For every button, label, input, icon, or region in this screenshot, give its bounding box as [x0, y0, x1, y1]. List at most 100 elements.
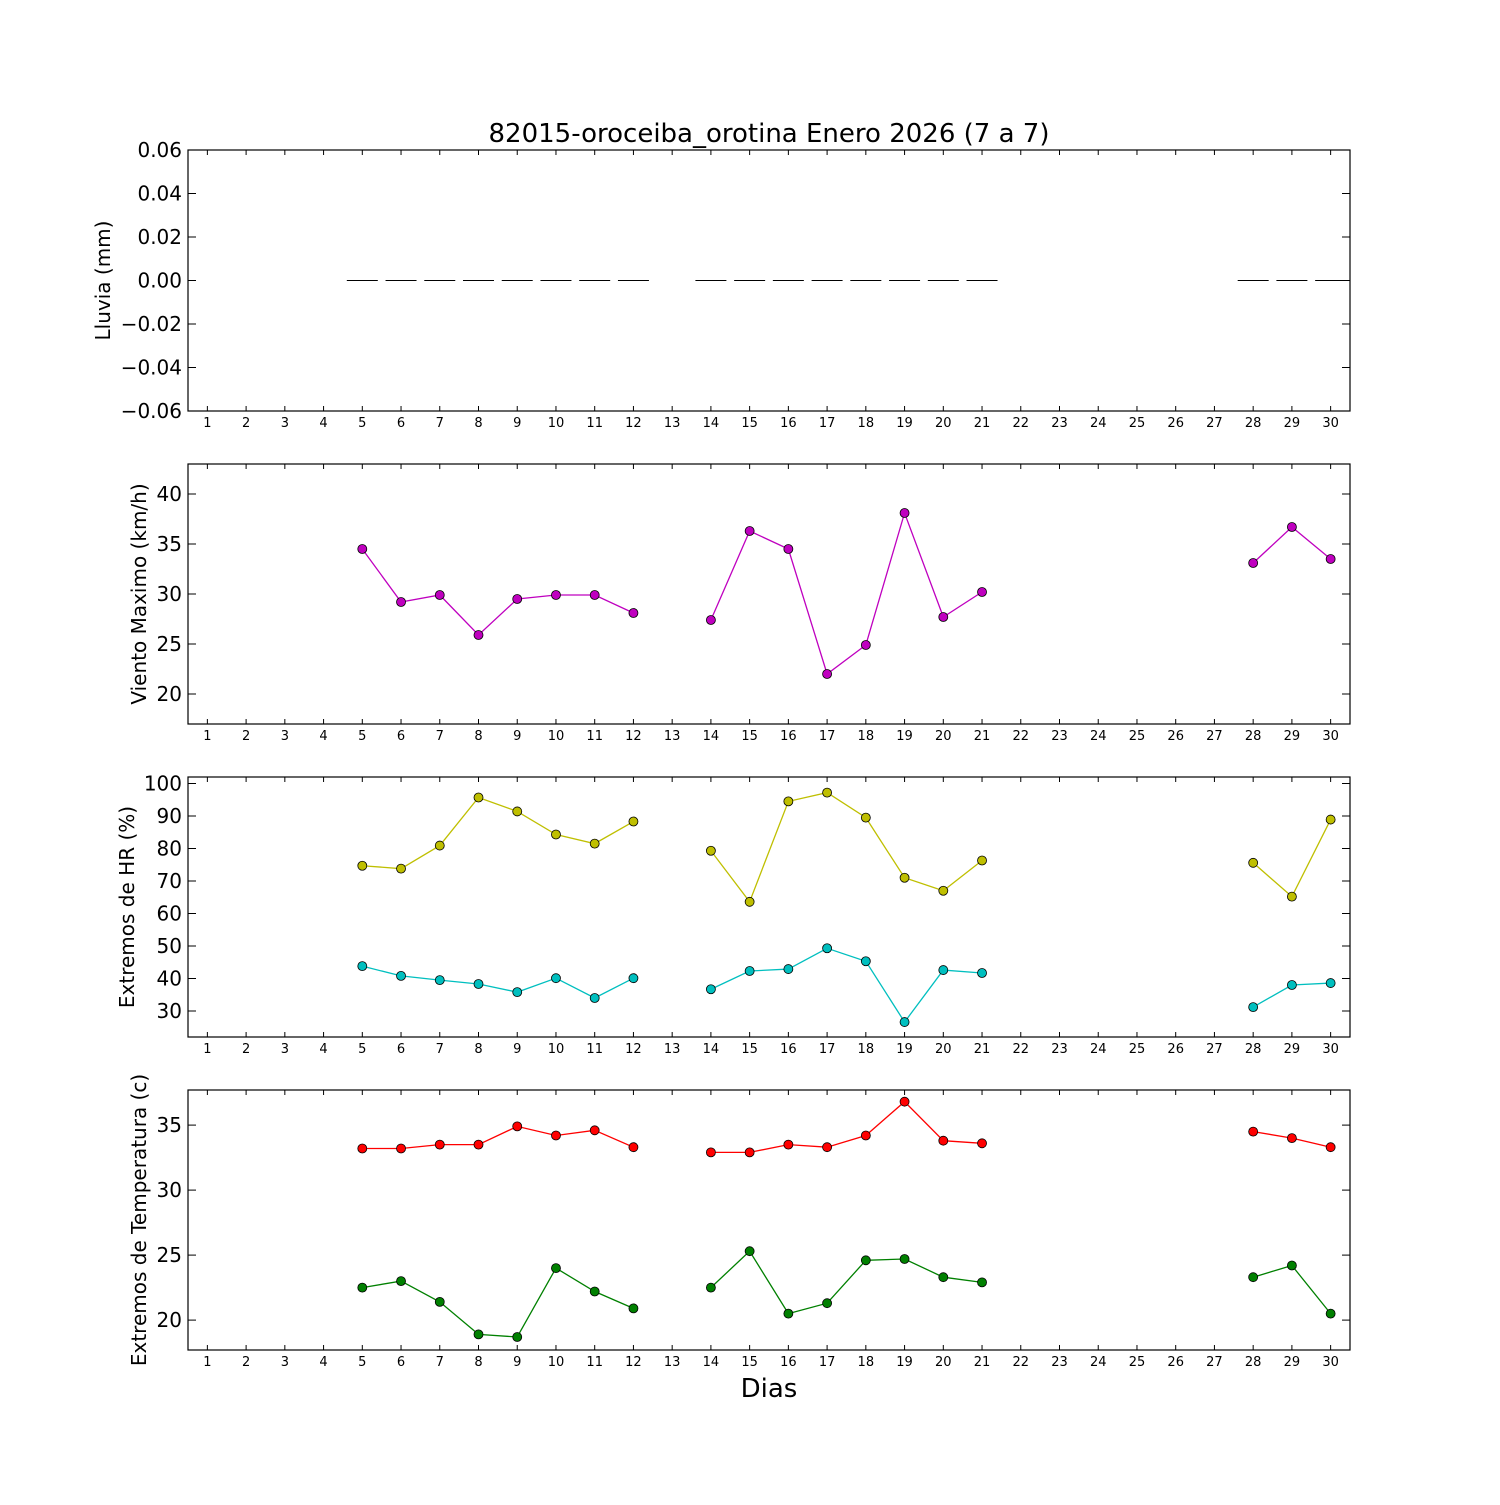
x-tick-label: 6	[397, 416, 405, 431]
x-tick-label: 27	[1206, 729, 1223, 744]
data-point-series-1-day-19	[899, 872, 910, 883]
bar-day-30	[1315, 280, 1347, 281]
y-tick-label: 0.04	[137, 182, 182, 206]
x-tick-label: 5	[358, 1355, 366, 1370]
data-point-series-1-day-17	[822, 787, 832, 798]
x-tick-label: 7	[436, 1355, 444, 1370]
x-tick-label: 1	[203, 1355, 211, 1370]
axes-frame	[187, 463, 1351, 725]
data-point-series-2-day-17	[822, 943, 832, 954]
data-point-series-1-day-16	[783, 544, 794, 554]
x-tick-label: 17	[819, 1042, 836, 1057]
series-line-2-segment-2	[710, 947, 983, 1024]
data-point-series-2-day-20	[938, 1272, 949, 1283]
bar-day-18	[850, 280, 882, 281]
data-point-series-2-day-7	[434, 1297, 445, 1307]
data-point-series-1-day-19	[899, 1096, 910, 1107]
series-line-2-segment-1	[362, 1267, 634, 1338]
x-tick-label: 17	[819, 1355, 836, 1370]
data-point-series-1-day-6	[396, 597, 406, 607]
bar-day-6	[385, 280, 417, 281]
data-point-series-2-day-5	[357, 961, 368, 972]
x-tick-label: 24	[1090, 416, 1107, 431]
data-point-series-1-day-5	[357, 544, 368, 554]
data-point-series-1-day-8	[473, 630, 484, 640]
bar-day-11	[579, 280, 611, 281]
x-tick-label: 3	[281, 416, 289, 431]
subplot-4: 1 2 3 4 5 6 7 8 9 10 11 12 13 14 15 16 17 18 19 20 21 22 23 24 2…	[127, 1074, 1351, 1404]
data-point-series-2-day-30	[1325, 978, 1336, 988]
x-tick-label: 9	[513, 729, 521, 744]
y-tick-label: 30	[157, 582, 182, 606]
x-tick-label: 12	[625, 1042, 642, 1057]
x-tick-label: 23	[1051, 729, 1068, 744]
data-point-series-2-day-17	[822, 1298, 832, 1309]
data-point-series-2-day-29	[1287, 980, 1297, 990]
x-tick-label: 20	[935, 1355, 952, 1370]
x-tick-label: 21	[974, 1042, 991, 1057]
data-point-series-1-day-18	[860, 640, 871, 650]
data-point-series-1-day-21	[977, 1138, 987, 1149]
data-point-series-1-day-16	[783, 796, 794, 807]
y-tick-label: 50	[157, 934, 182, 958]
x-tick-label: 13	[664, 416, 681, 431]
data-point-series-2-day-15	[744, 966, 755, 976]
data-point-series-1-day-8	[473, 1139, 484, 1150]
data-point-series-2-day-30	[1325, 1308, 1336, 1319]
x-tick-label: 18	[858, 729, 875, 744]
x-tick-label: 19	[896, 729, 913, 744]
x-tick-label: 3	[281, 729, 289, 744]
data-point-series-1-day-10	[551, 590, 561, 600]
series-line-1-segment-1	[361, 548, 634, 636]
x-tick-label: 14	[703, 729, 720, 744]
data-point-series-1-day-10	[551, 829, 561, 840]
data-point-series-2-day-11	[589, 993, 600, 1003]
x-tick-label: 2	[242, 1042, 250, 1057]
data-point-series-2-day-8	[473, 1329, 484, 1340]
y-tick-label: 20	[157, 1308, 182, 1332]
series-line-2-segment-2	[710, 1250, 983, 1315]
y-tick-label: 80	[157, 837, 182, 861]
x-axis-label: Dias	[741, 1374, 798, 1404]
data-point-series-2-day-9	[512, 1332, 523, 1342]
data-point-series-1-day-9	[512, 806, 523, 817]
data-point-series-1-day-7	[434, 1139, 445, 1150]
x-tick-label: 27	[1206, 1355, 1223, 1370]
x-tick-label: 1	[203, 729, 211, 744]
series-line-2-segment-1	[362, 965, 634, 999]
y-tick-label: −0.06	[121, 399, 182, 423]
series-line-1-segment-2	[710, 510, 983, 676]
data-point-series-2-day-12	[628, 973, 639, 984]
data-point-series-1-day-12	[628, 816, 639, 827]
x-tick-label: 16	[780, 1042, 797, 1057]
data-point-series-2-day-28	[1248, 1002, 1259, 1012]
x-tick-label: 24	[1090, 1042, 1107, 1057]
data-point-series-1-day-18	[860, 1130, 871, 1141]
data-point-series-1-day-11	[589, 1125, 600, 1136]
data-point-series-1-day-17	[822, 1142, 832, 1153]
data-point-series-2-day-19	[899, 1017, 910, 1027]
x-tick-label: 21	[974, 416, 991, 431]
x-tick-label: 26	[1167, 1042, 1184, 1057]
x-tick-label: 2	[242, 416, 250, 431]
x-tick-label: 15	[741, 1042, 758, 1057]
data-point-series-1-day-9	[512, 1121, 523, 1132]
x-tick-label: 26	[1167, 729, 1184, 744]
x-tick-label: 21	[974, 729, 991, 744]
x-tick-label: 22	[1012, 416, 1029, 431]
data-point-series-1-day-6	[396, 1143, 406, 1154]
x-tick-label: 3	[281, 1355, 289, 1370]
bar-day-5	[346, 280, 378, 281]
y-tick-label: 40	[157, 482, 182, 506]
y-tick-label: 0.00	[137, 269, 182, 293]
x-tick-label: 3	[281, 1042, 289, 1057]
x-tick-label: 25	[1129, 729, 1146, 744]
x-tick-label: 28	[1245, 1355, 1262, 1370]
x-tick-label: 22	[1012, 729, 1029, 744]
x-tick-label: 12	[625, 1355, 642, 1370]
data-point-series-2-day-28	[1248, 1272, 1259, 1283]
x-tick-label: 28	[1245, 1042, 1262, 1057]
data-point-series-2-day-7	[434, 975, 445, 986]
x-tick-label: 4	[319, 416, 327, 431]
